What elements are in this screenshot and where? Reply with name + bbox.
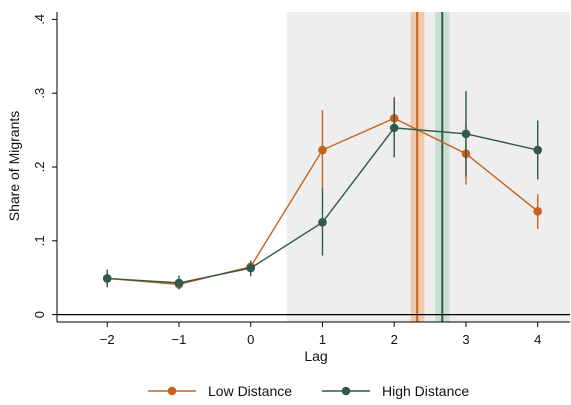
- series-1-point-2: [246, 263, 256, 273]
- x-tick-label-1: −1: [172, 332, 187, 347]
- background-layer: [286, 12, 570, 322]
- legend: Low Distance High Distance: [148, 383, 469, 399]
- y-tick-label-2: .2: [32, 162, 47, 173]
- y-tick-label-4: .4: [32, 14, 47, 25]
- y-tick-label-0: 0: [32, 311, 47, 318]
- x-tick-label-3: 1: [319, 332, 326, 347]
- series-layer: [102, 90, 543, 290]
- x-tick-label-0: −2: [100, 332, 115, 347]
- series-1-point-6: [533, 145, 543, 155]
- y-tick-label-1: .1: [32, 235, 47, 246]
- series-1-point-1: [174, 278, 184, 288]
- series-1-point-3: [318, 218, 327, 227]
- shaded-region: [286, 12, 570, 322]
- legend-marker-0: [167, 386, 177, 396]
- series-0-point-6: [533, 206, 543, 216]
- legend-label-1: High Distance: [382, 383, 469, 399]
- legend-label-0: Low Distance: [208, 383, 292, 399]
- x-tick-label-2: 0: [247, 332, 254, 347]
- series-0-point-3: [318, 145, 327, 155]
- y-tick-label-3: .3: [32, 88, 47, 99]
- series-1-point-5: [461, 129, 471, 139]
- text-layer: Lag Share of Migrants 0 .1 .2 .3 .4 −2 −1 0 1 2 3 4: [6, 14, 541, 364]
- x-tick-label-4: 2: [391, 332, 398, 347]
- y-axis-title: Share of Migrants: [6, 111, 22, 222]
- series-1-point-0: [102, 274, 112, 283]
- legend-marker-1: [341, 386, 351, 396]
- x-tick-label-6: 4: [534, 332, 541, 347]
- axes-layer: [52, 12, 570, 327]
- x-tick-label-5: 3: [462, 332, 469, 347]
- series-1-point-4: [389, 123, 399, 133]
- x-axis-title: Lag: [304, 348, 327, 364]
